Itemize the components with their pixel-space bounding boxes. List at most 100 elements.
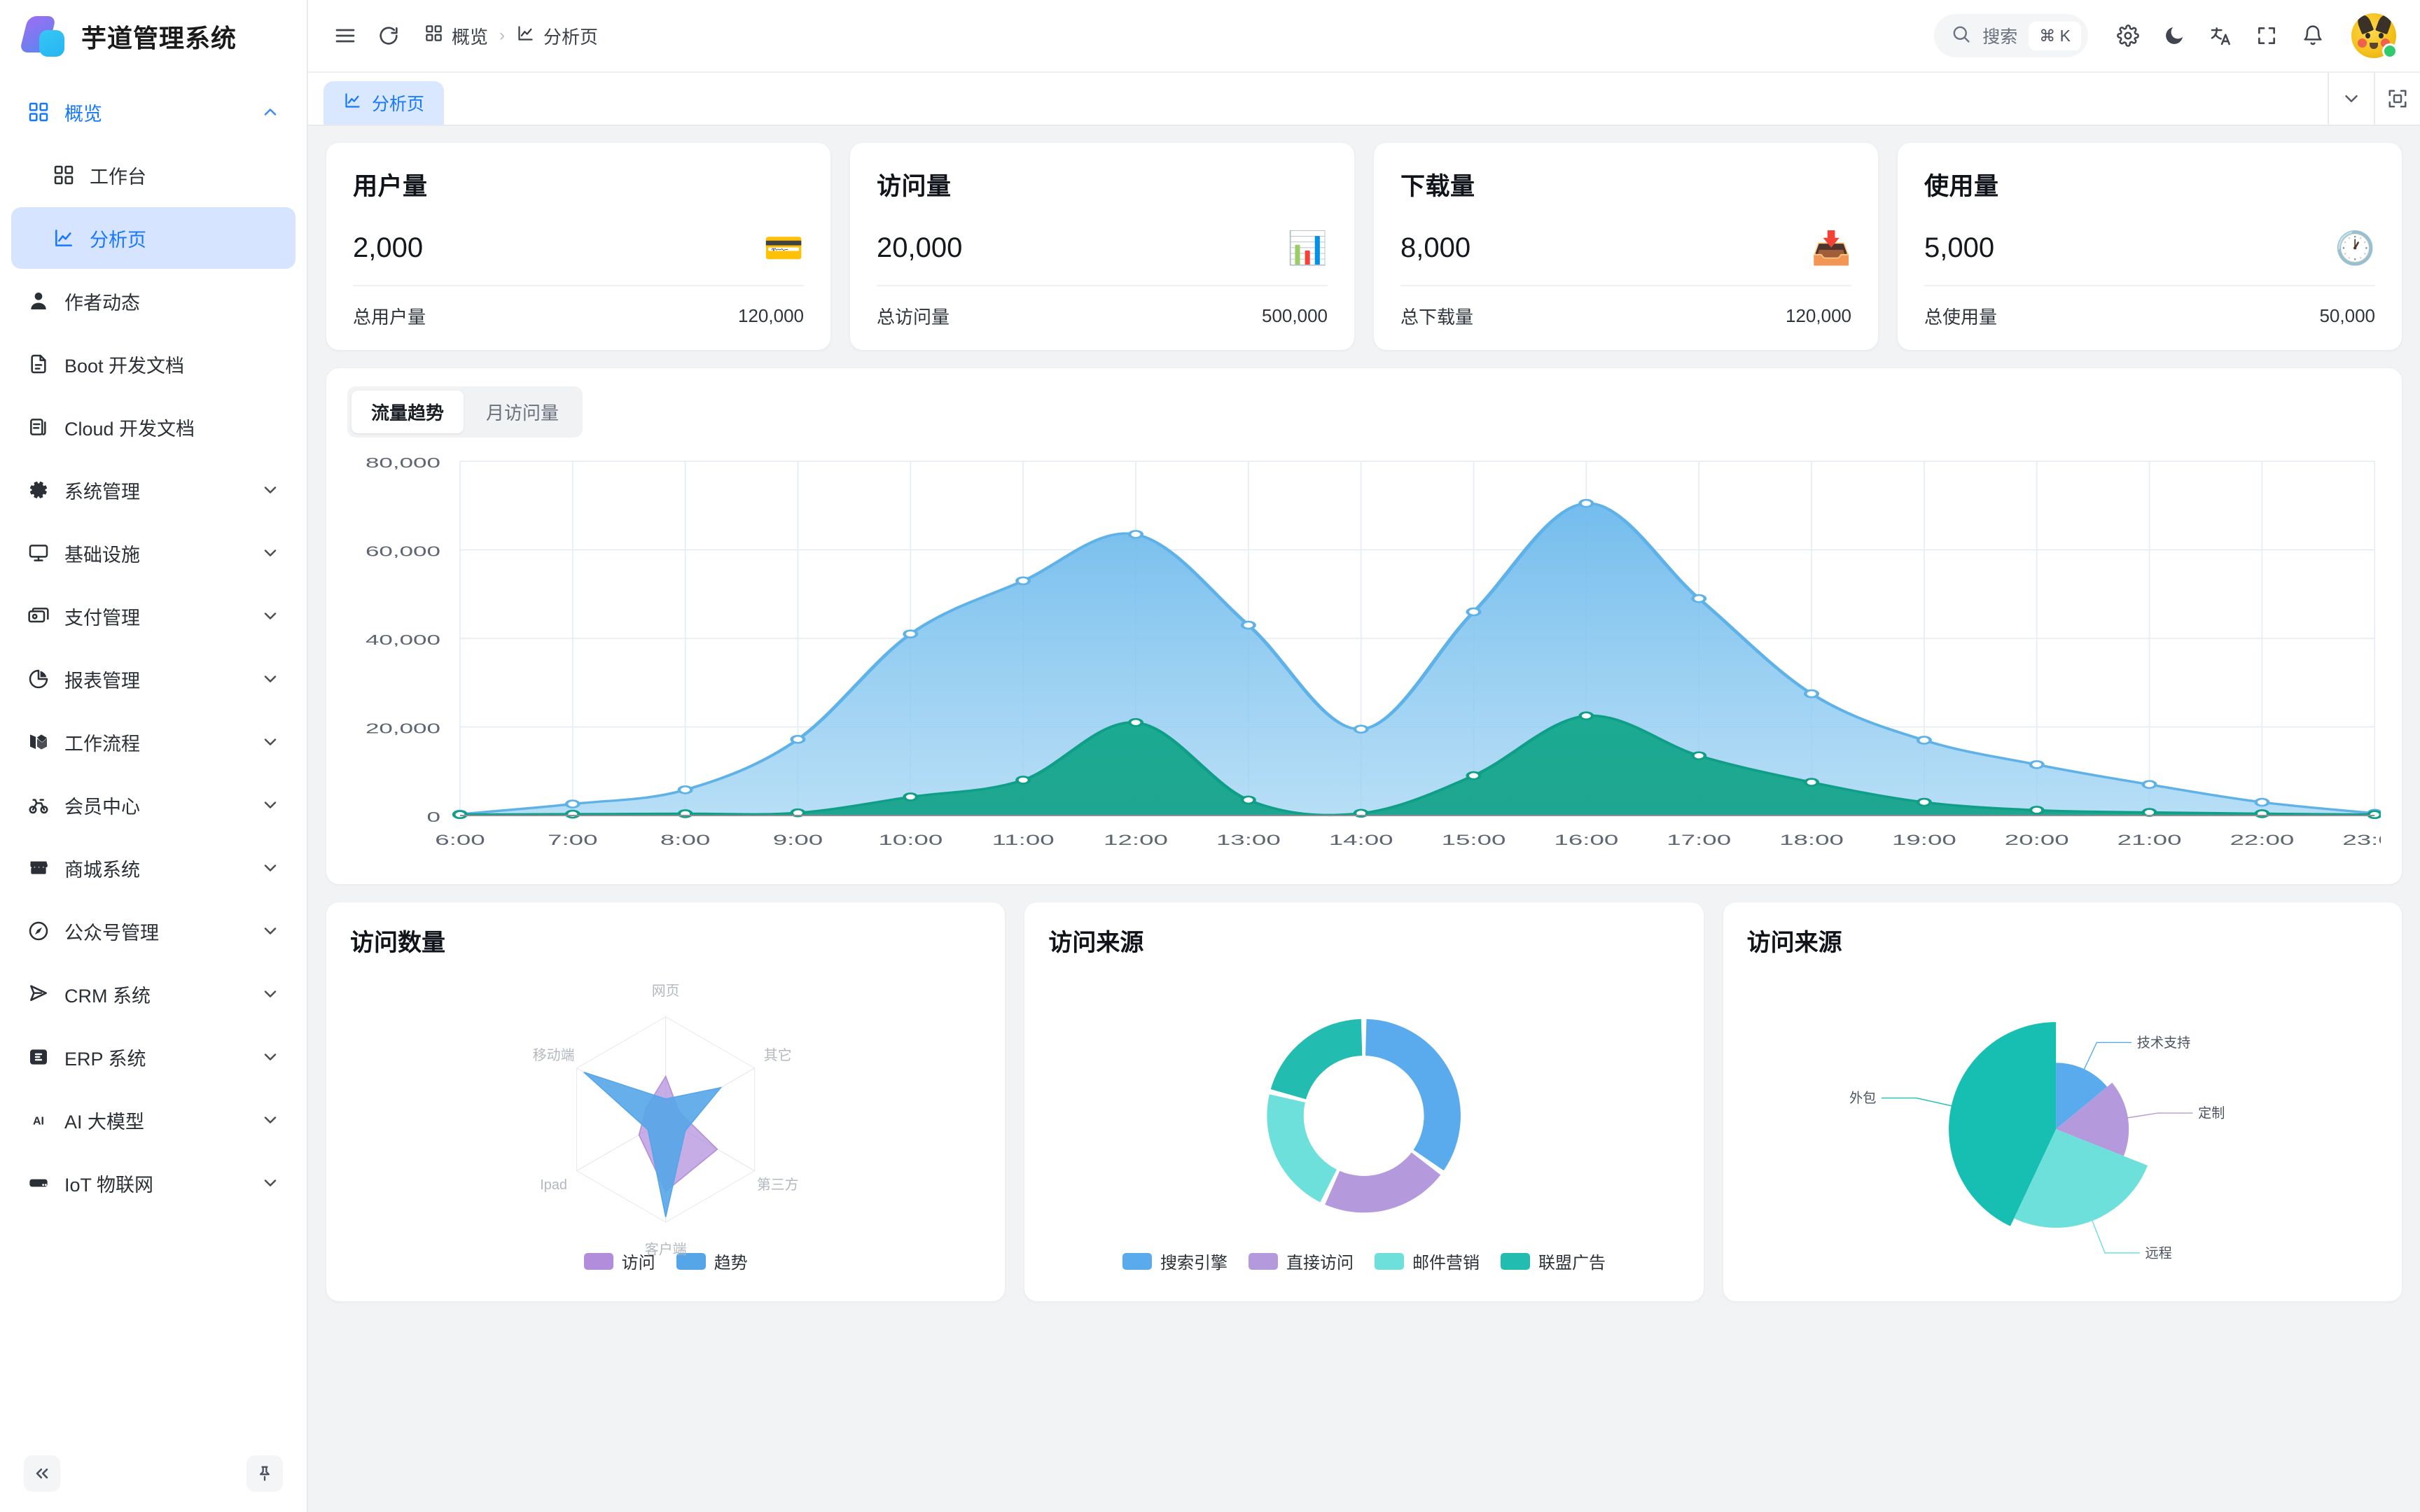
donut-slice[interactable]	[1271, 1018, 1363, 1100]
breadcrumb-label: 概览	[452, 26, 489, 48]
refresh-icon[interactable]	[370, 17, 408, 55]
breadcrumb-item-overview[interactable]: 概览	[424, 23, 488, 49]
pie-slice[interactable]	[2055, 1082, 2129, 1156]
y-axis-tick: 80,000	[366, 455, 440, 470]
avatar[interactable]	[2351, 13, 2398, 59]
chevron-down-icon[interactable]	[260, 984, 280, 1004]
sidebar-item-label: Boot 开发文档	[64, 355, 185, 377]
sidebar-item-6[interactable]: 系统管理	[11, 459, 295, 521]
legend-item[interactable]: 趋势	[676, 1249, 748, 1273]
sidebar-item-4[interactable]: Boot 开发文档	[11, 333, 295, 395]
sidebar-item-5[interactable]: Cloud 开发文档	[11, 396, 295, 458]
logo-mark-icon	[19, 15, 66, 58]
sidebar-item-7[interactable]: 基础设施	[11, 522, 295, 584]
data-point	[790, 734, 806, 744]
legend-swatch	[1248, 1252, 1278, 1270]
erp-icon	[27, 1045, 50, 1069]
visit-source-donut-card: 访问来源 搜索引擎 直接访问 邮件营销 联盟广告	[1024, 902, 1704, 1301]
stat-card-3: 使用量 5,000 🕐 总使用量 50,000	[1898, 143, 2402, 350]
radar-axis-label: 客户端	[645, 1241, 687, 1257]
chevron-down-icon[interactable]	[260, 858, 280, 878]
clock-emoji: 🕐	[2335, 230, 2375, 266]
sidebar-item-10[interactable]: 工作流程	[11, 711, 295, 773]
topbar-actions	[2109, 13, 2398, 59]
stat-value: 2,000	[353, 232, 424, 263]
pie-leader-line	[2091, 1219, 2140, 1254]
chevron-down-icon[interactable]	[260, 606, 280, 626]
pie-slice[interactable]	[2055, 1063, 2107, 1130]
sidebar-item-9[interactable]: 报表管理	[11, 648, 295, 710]
legend-item[interactable]: 访问	[583, 1249, 655, 1273]
tab-analysis[interactable]: 分析页	[324, 81, 445, 125]
legend-item[interactable]: 搜索引擎	[1122, 1249, 1228, 1273]
hamburger-icon[interactable]	[326, 17, 364, 55]
app-logo[interactable]: 芋道管理系统	[0, 0, 307, 73]
trend-tab-traffic[interactable]: 流量趋势	[352, 391, 464, 433]
chevron-down-icon[interactable]	[260, 543, 280, 563]
chevron-down-icon[interactable]	[2328, 73, 2374, 125]
shop-icon	[27, 856, 50, 880]
gear-icon[interactable]	[2109, 17, 2147, 55]
chevron-down-icon[interactable]	[260, 1047, 280, 1067]
chevron-down-icon[interactable]	[260, 921, 280, 941]
sidebar-item-0[interactable]: 概览	[11, 81, 295, 143]
chevron-down-icon[interactable]	[260, 1173, 280, 1193]
sidebar-item-label: ERP 系统	[64, 1048, 146, 1070]
x-axis-tick: 17:00	[1667, 832, 1731, 848]
data-point	[2029, 760, 2045, 769]
maximize-icon[interactable]	[2374, 73, 2420, 125]
donut-slice[interactable]	[1325, 1152, 1441, 1213]
chevron-down-icon[interactable]	[260, 732, 280, 752]
breadcrumb-label: 分析页	[543, 26, 599, 48]
chevron-down-icon[interactable]	[260, 1110, 280, 1130]
fullscreen-icon[interactable]	[2248, 17, 2286, 55]
pie-slice[interactable]	[2013, 1129, 2148, 1228]
y-axis-tick: 20,000	[366, 721, 440, 736]
breadcrumb-item-analysis[interactable]: 分析页	[516, 23, 598, 49]
sidebar-pin-button[interactable]	[246, 1455, 283, 1492]
sidebar-item-13[interactable]: 公众号管理	[11, 900, 295, 962]
stat-total-value: 120,000	[738, 305, 804, 326]
radar-axis-label: 网页	[652, 983, 680, 999]
bell-icon[interactable]	[2294, 17, 2332, 55]
stat-title: 使用量	[1924, 173, 1999, 200]
donut-chart	[1048, 962, 1679, 1270]
radar-axis-label: Ipad	[540, 1177, 567, 1193]
wallet-icon	[27, 604, 50, 628]
sidebar: 芋道管理系统 概览 工作台分析页作者动态 Boot 开发文档 Cloud 开发文档系统…	[0, 0, 308, 1512]
sidebar-item-8[interactable]: 支付管理	[11, 585, 295, 647]
donut-slice[interactable]	[1365, 1018, 1461, 1171]
x-axis-tick: 13:00	[1216, 832, 1281, 848]
sidebar-item-1[interactable]: 工作台	[11, 144, 295, 206]
sidebar-item-label: 公众号管理	[64, 922, 159, 944]
translate-icon[interactable]	[2202, 17, 2239, 55]
chevron-down-icon[interactable]	[260, 795, 280, 815]
chevron-down-icon[interactable]	[260, 480, 280, 500]
rose-chart: 技术支持 定制 远程 外包	[1747, 962, 2378, 1270]
sidebar-item-17[interactable]: IoT 物联网	[11, 1152, 295, 1214]
legend-item[interactable]: 直接访问	[1248, 1249, 1354, 1273]
trend-tab-monthly[interactable]: 月访问量	[486, 402, 559, 424]
donut-slice[interactable]	[1267, 1094, 1337, 1203]
legend-item[interactable]: 联盟广告	[1500, 1249, 1606, 1273]
x-axis-tick: 15:00	[1442, 832, 1506, 848]
sidebar-item-16[interactable]: AI AI 大模型	[11, 1089, 295, 1151]
sidebar-item-label: 系统管理	[64, 481, 140, 503]
chevron-down-icon[interactable]	[260, 669, 280, 689]
divider	[877, 285, 1328, 286]
search-input[interactable]: 搜索 ⌘ K	[1934, 14, 2088, 57]
sidebar-item-label: 分析页	[90, 229, 146, 251]
pie-slice[interactable]	[1948, 1022, 2056, 1226]
legend-swatch	[1122, 1252, 1152, 1270]
sidebar-item-3[interactable]: 作者动态	[11, 270, 295, 332]
sidebar-collapse-button[interactable]	[24, 1455, 60, 1492]
sidebar-item-12[interactable]: 商城系统	[11, 837, 295, 899]
sidebar-item-11[interactable]: 会员中心	[11, 774, 295, 836]
legend-item[interactable]: 邮件营销	[1374, 1249, 1480, 1273]
sidebar-item-14[interactable]: CRM 系统	[11, 963, 295, 1025]
x-axis-tick: 9:00	[773, 832, 823, 848]
moon-icon[interactable]	[2155, 17, 2193, 55]
sidebar-item-2[interactable]: 分析页	[11, 207, 295, 269]
sidebar-item-15[interactable]: ERP 系统	[11, 1026, 295, 1088]
chevron-up-icon[interactable]	[260, 102, 280, 122]
